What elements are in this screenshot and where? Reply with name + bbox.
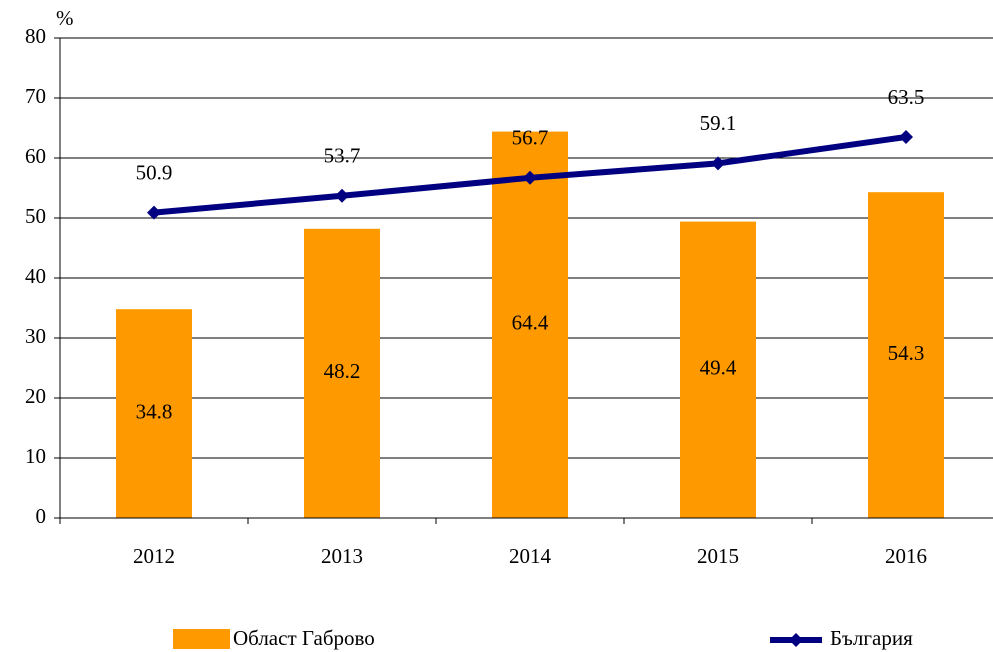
x-tick-label: 2012 bbox=[133, 544, 175, 568]
bar bbox=[116, 309, 192, 518]
line-value-label: 50.9 bbox=[136, 160, 173, 184]
y-tick-label: 50 bbox=[25, 204, 46, 228]
bar-value-label: 49.4 bbox=[700, 356, 737, 380]
y-tick-label: 30 bbox=[25, 324, 46, 348]
y-tick-label: 60 bbox=[25, 144, 46, 168]
bar bbox=[492, 131, 568, 518]
y-tick-label: 0 bbox=[36, 504, 47, 528]
x-tick-label: 2016 bbox=[885, 544, 927, 568]
bar bbox=[680, 221, 756, 518]
y-tick-label: 10 bbox=[25, 444, 46, 468]
bar bbox=[868, 192, 944, 518]
y-tick-label: 20 bbox=[25, 384, 46, 408]
x-tick-label: 2015 bbox=[697, 544, 739, 568]
legend-swatch bbox=[173, 629, 230, 649]
bar-value-label: 64.4 bbox=[512, 311, 549, 335]
bar-value-label: 48.2 bbox=[324, 359, 361, 383]
line-marker bbox=[523, 170, 537, 185]
x-tick-label: 2014 bbox=[509, 544, 552, 568]
legend-marker bbox=[789, 633, 803, 647]
y-tick-label: 80 bbox=[25, 24, 46, 48]
line-value-label: 63.5 bbox=[888, 85, 925, 109]
y-axis-label: % bbox=[56, 6, 74, 30]
line-marker bbox=[711, 156, 725, 171]
bar-value-label: 34.8 bbox=[136, 399, 173, 423]
line-value-label: 59.1 bbox=[700, 111, 737, 135]
line-marker bbox=[147, 205, 161, 220]
line-marker bbox=[335, 188, 349, 203]
legend-label: Област Габрово bbox=[233, 626, 375, 650]
line-marker bbox=[899, 130, 913, 144]
y-tick-label: 40 bbox=[25, 264, 46, 288]
line-value-label: 56.7 bbox=[512, 126, 549, 150]
y-tick-label: 70 bbox=[25, 84, 46, 108]
line-value-label: 53.7 bbox=[324, 144, 361, 168]
legend-label: България bbox=[830, 626, 913, 650]
bar bbox=[304, 228, 380, 519]
bar-value-label: 54.3 bbox=[888, 341, 925, 365]
x-tick-label: 2013 bbox=[321, 544, 363, 568]
